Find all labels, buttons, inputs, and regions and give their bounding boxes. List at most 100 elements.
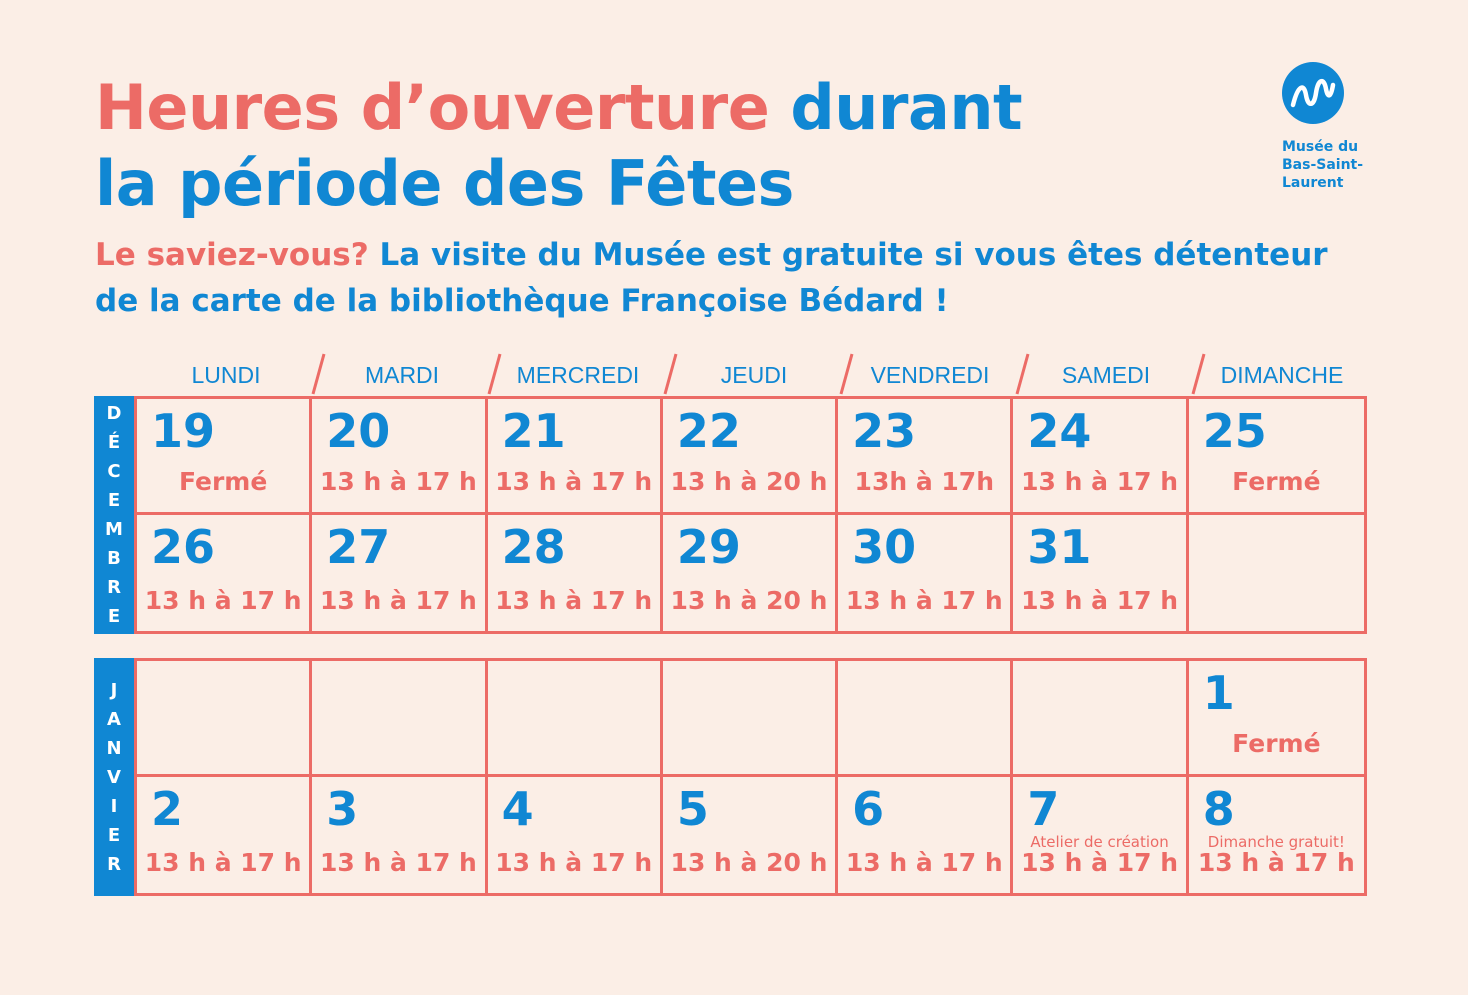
calendar-grid-janvier: 1 Fermé 2 13 h à 17 h 3 13 h à 17 h 4 13 h à 17… <box>134 658 1367 896</box>
day-header-samedi: SAMEDI <box>1061 362 1151 388</box>
day-number: 6 <box>852 782 885 836</box>
month-letter: D <box>106 403 122 424</box>
month-letter: C <box>107 461 121 482</box>
calendar-day-cell: 20 13 h à 17 h <box>312 399 488 515</box>
calendar-day-cell: 21 13 h à 17 h <box>487 399 663 515</box>
header-divider <box>1191 353 1206 395</box>
museum-logo: Musée du Bas-Saint- Laurent <box>1282 62 1402 192</box>
calendar-day-cell: 22 13 h à 20 h <box>662 399 839 515</box>
calendar-day-cell: 27 13 h à 17 h <box>312 515 488 631</box>
day-note: Dimanche gratuit! <box>1207 833 1345 851</box>
title-line-2: la période des Fêtes <box>95 147 794 220</box>
calendar-day-cell: 5 13 h à 20 h <box>663 777 839 893</box>
day-number: 3 <box>326 782 359 836</box>
logo-text-line-3: Laurent <box>1282 175 1344 191</box>
opening-hours: 13 h à 17 h <box>1197 848 1355 877</box>
opening-hours: 13 h à 17 h <box>495 586 653 615</box>
opening-hours: 13h à 17h <box>854 467 994 496</box>
opening-hours: 13 h à 17 h <box>319 848 477 877</box>
opening-hours: 13 h à 17 h <box>1021 848 1178 877</box>
calendar-day-cell <box>312 661 488 777</box>
calendar-day-cell: 30 13 h à 17 h <box>838 515 1014 631</box>
calendar-day-cell: 3 13 h à 17 h <box>312 777 488 893</box>
calendar-day-cell: 1 Fermé <box>1188 661 1364 777</box>
title-part-1: Heures d’ouverture <box>95 71 770 144</box>
museum-logo-icon <box>1282 62 1344 124</box>
day-number: 27 <box>326 520 391 574</box>
opening-hours: 13 h à 17 h <box>144 848 302 877</box>
month-letter: E <box>107 824 121 846</box>
calendar-day-cell: 28 13 h à 17 h <box>488 515 663 631</box>
subtitle-line-2: de la carte de la bibliothèque Françoise… <box>95 283 949 319</box>
opening-hours: 13 h à 17 h <box>495 848 653 877</box>
day-number: 2 <box>151 782 184 836</box>
day-header-mardi: MARDI <box>364 362 440 388</box>
calendar-day-cell: 24 13 h à 17 h <box>1013 399 1189 515</box>
page-title: Heures d’ouverture durant la période des… <box>95 70 1023 222</box>
closed-label: Fermé <box>1232 467 1321 496</box>
opening-hours: 13 h à 17 h <box>1021 467 1178 496</box>
day-number: 5 <box>676 782 709 836</box>
subtitle-lead: Le saviez-vous? <box>95 237 369 273</box>
calendar-day-cell: 25 Fermé <box>1188 399 1364 515</box>
subtitle-line-1: La visite du Musée est gratuite si vous … <box>379 237 1328 273</box>
header-divider <box>839 353 854 395</box>
logo-text-line-2: Bas-Saint- <box>1282 157 1364 173</box>
day-number: 31 <box>1027 520 1092 574</box>
calendar-day-cell: 8 Dimanche gratuit! 13 h à 17 h <box>1189 777 1364 893</box>
day-number: 25 <box>1202 404 1267 458</box>
day-header-lundi: LUNDI <box>191 362 261 388</box>
opening-hours: 13 h à 17 h <box>319 586 477 615</box>
day-number: 26 <box>151 520 216 574</box>
day-number: 28 <box>501 520 566 574</box>
subtitle: Le saviez-vous? La visite du Musée est g… <box>95 232 1328 324</box>
month-letter: B <box>107 548 121 569</box>
day-number: 24 <box>1027 404 1092 458</box>
opening-hours: 13 h à 17 h <box>845 586 1003 615</box>
day-number: 20 <box>326 404 391 458</box>
month-letter: É <box>107 432 121 453</box>
day-header-vendredi: VENDREDI <box>870 362 990 388</box>
day-number: 19 <box>151 404 216 458</box>
logo-text-line-1: Musée du <box>1282 139 1359 155</box>
day-number: 22 <box>676 404 741 458</box>
calendar-day-cell <box>838 661 1014 777</box>
calendar-grid-decembre: 19 Fermé 20 13 h à 17 h 21 13 h à 17 h 22 13 h … <box>134 396 1367 634</box>
calendar-day-cell: 4 13 h à 17 h <box>488 777 663 893</box>
day-header-jeudi: JEUDI <box>720 362 788 388</box>
month-letter: R <box>107 577 121 598</box>
day-number: 7 <box>1027 782 1060 836</box>
month-letter: R <box>107 853 121 875</box>
day-number: 29 <box>676 520 741 574</box>
calendar-day-cell: 19 Fermé <box>137 399 313 515</box>
opening-hours: 13 h à 17 h <box>495 467 653 496</box>
calendar-day-cell <box>662 661 839 777</box>
month-letter: E <box>107 490 121 511</box>
month-letter: N <box>106 737 122 759</box>
opening-hours: 13 h à 17 h <box>319 467 477 496</box>
day-number: 21 <box>501 404 566 458</box>
day-number: 1 <box>1202 666 1235 720</box>
month-letter: I <box>110 795 118 817</box>
header-divider <box>487 353 502 395</box>
day-header-dimanche: DIMANCHE <box>1220 362 1344 388</box>
opening-hours: 13 h à 20 h <box>670 848 828 877</box>
calendar-day-cell: 2 13 h à 17 h <box>137 777 313 893</box>
calendar-day-cell <box>487 661 663 777</box>
day-header-mercredi: MERCREDI <box>516 362 640 388</box>
closed-label: Fermé <box>178 467 268 496</box>
header-divider <box>1015 353 1030 395</box>
day-number: 4 <box>501 782 534 836</box>
calendar-day-cell: 6 13 h à 17 h <box>838 777 1014 893</box>
header-divider <box>663 353 678 395</box>
calendar-day-cell: 23 13h à 17h <box>838 399 1014 515</box>
title-part-2: durant <box>790 71 1023 144</box>
calendar-day-cell: 26 13 h à 17 h <box>137 515 313 631</box>
header-divider <box>311 353 326 395</box>
calendar-day-cell <box>1013 661 1189 777</box>
opening-hours: 13 h à 17 h <box>1021 586 1178 615</box>
day-number: 30 <box>852 520 917 574</box>
opening-hours: 13 h à 20 h <box>670 467 828 496</box>
